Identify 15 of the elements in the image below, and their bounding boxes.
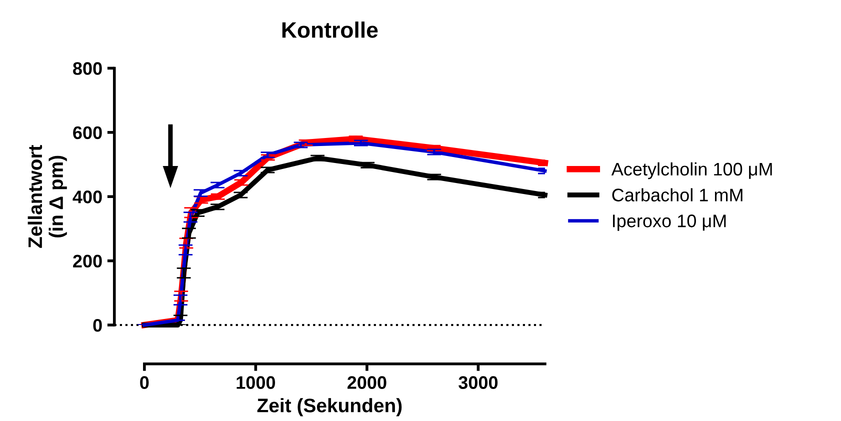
x-tick-label: 3000: [458, 376, 498, 389]
x-tick-label: 2000: [347, 376, 386, 389]
y-tick-label: 200: [73, 254, 102, 268]
legend-label: Carbachol 1 mM: [612, 188, 742, 202]
y-tick-label: 0: [93, 318, 102, 332]
y-tick-label: 800: [73, 62, 102, 75]
y-axis-title: Zellantwort (in Δ pm): [28, 144, 67, 248]
legend-label: Iperoxo 10 μM: [613, 214, 726, 231]
y-tick-label: 400: [72, 190, 102, 204]
y-tick-label: 600: [73, 126, 102, 140]
legend-label: Acetylcholin 100 μM: [611, 162, 772, 180]
x-tick-label: 0: [140, 376, 149, 389]
x-tick-label: 1000: [236, 376, 276, 389]
x-axis-title: Zeit (Sekunden): [257, 398, 402, 416]
chart-title: Kontrolle: [282, 22, 378, 38]
